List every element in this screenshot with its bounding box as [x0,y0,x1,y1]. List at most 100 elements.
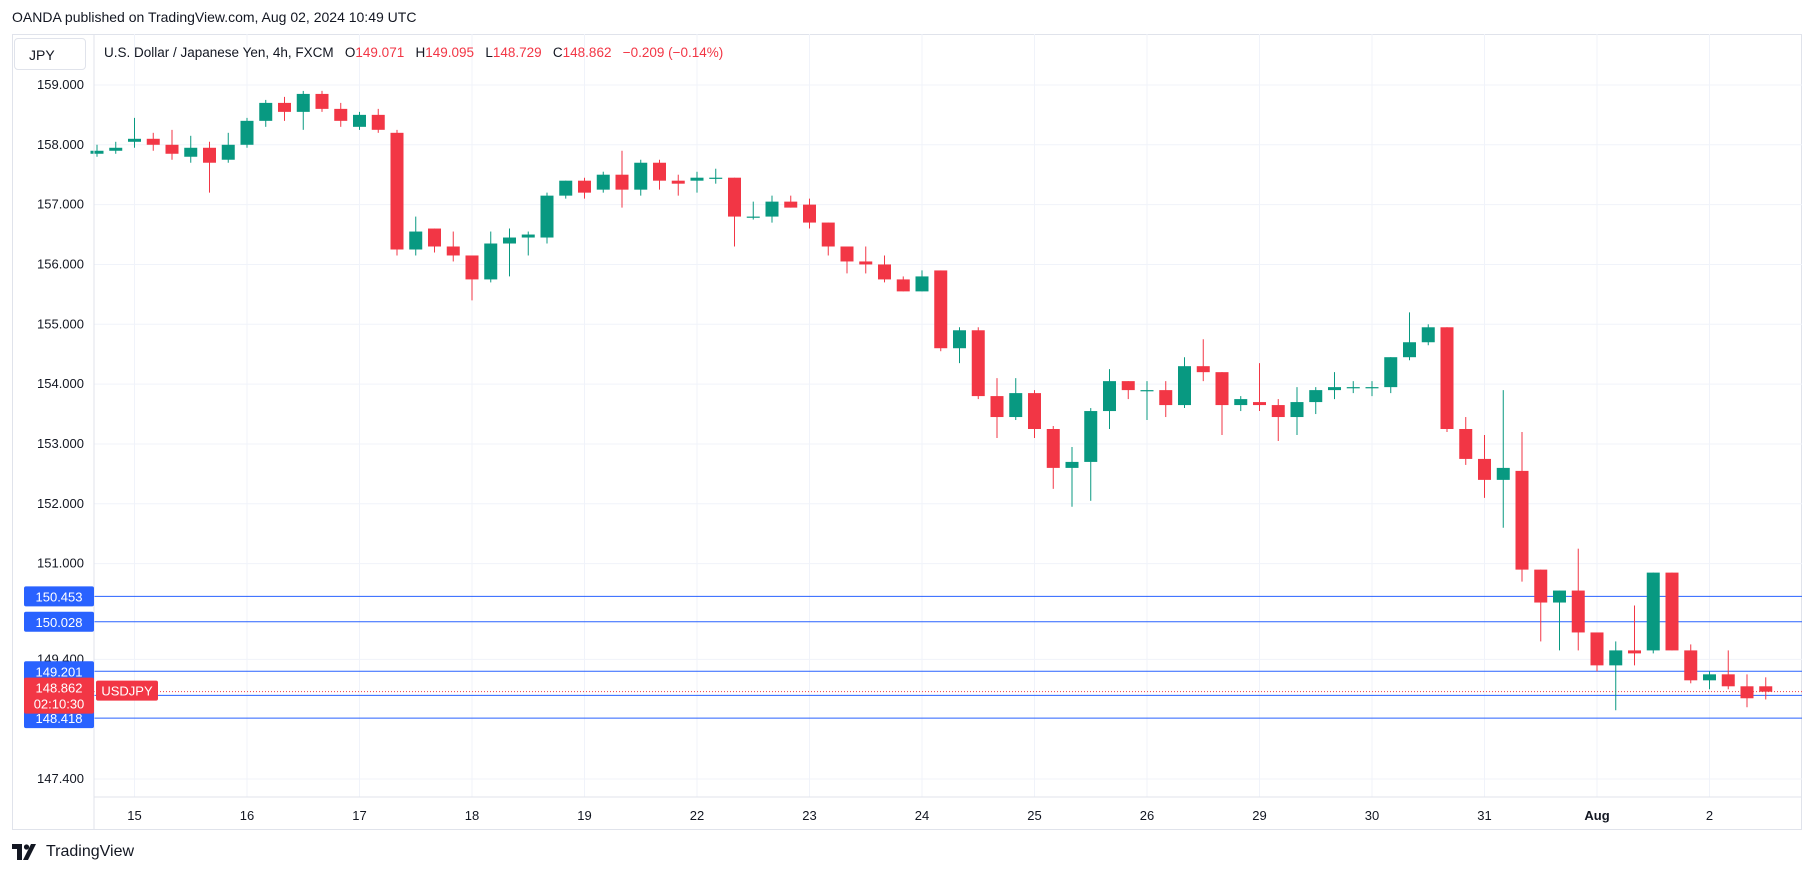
candle-body [1309,390,1323,403]
y-tick-label: 151.000 [37,556,84,571]
x-tick-label: 31 [1477,808,1491,823]
candle-body [728,177,741,217]
tradingview-brand[interactable]: TradingView [12,843,134,861]
candle-body [315,93,329,109]
candle-body [1140,390,1154,392]
candle-body [1271,405,1285,418]
x-tick-label: 16 [240,808,254,823]
candle-body [765,201,779,217]
candle-body [653,162,666,181]
y-tick-label: 152.000 [37,496,84,511]
last-price-tag [24,677,94,714]
candle-body [465,255,479,280]
candle-body [1740,686,1754,699]
x-tick-label: 24 [915,808,929,823]
candle-body [146,138,160,145]
candle-body [559,180,573,196]
candle-body [1159,390,1173,406]
level-tag [24,611,94,632]
y-tick-label: 159.000 [37,77,84,92]
y-tick-label: 157.000 [37,197,84,212]
candle-body [1234,399,1248,406]
y-tick-label: 154.000 [37,376,84,391]
candle-body [503,237,516,244]
candle-body [953,330,966,349]
chart-title: U.S. Dollar / Japanese Yen, 4h, FXCM [104,45,334,60]
tradingview-logo-icon [12,844,36,860]
candle-body [803,204,816,223]
x-tick-label: 15 [127,808,141,823]
candle-body [521,234,535,238]
candle-body [390,132,404,250]
candle-body [1403,342,1416,358]
candle-body [1365,387,1379,389]
candle-body [1084,411,1098,462]
published-line: OANDA published on TradingView.com, Aug … [12,9,417,25]
candle-body [915,276,929,292]
axes: 159.000 158.000 157.000 156.000 155.000 154.0… [37,34,1802,830]
candle-body [1496,467,1510,480]
candle-body [1178,366,1191,406]
candle-body [709,177,723,179]
candle-body [896,279,910,292]
candles [90,90,1773,711]
candle-body [1590,632,1604,666]
candle-body [878,264,891,280]
candle-body [971,330,985,397]
candle-body [1121,381,1135,391]
candle-body [1628,650,1641,654]
candle-body [596,174,610,190]
y-tick-label: 155.000 [37,316,84,331]
y-tick-label: 156.000 [37,256,84,271]
candle-body [1515,470,1529,570]
candle-body [203,147,216,163]
candle-body [109,147,123,151]
change-value: −0.209 (−0.14%) [622,45,724,60]
candle-body [1215,372,1229,406]
open-label: O [344,45,356,60]
candle-body [221,144,235,160]
x-tick-label: 19 [577,808,591,823]
candle-body [1421,327,1435,343]
last-price-value: 148.862 [36,681,83,696]
candle-body [334,108,348,121]
candle-body [296,93,310,112]
candle-body [1328,387,1341,391]
level-lines [94,595,1802,719]
high-label: H [415,45,426,60]
candle-body [1346,387,1360,389]
grid-layer [94,34,1802,797]
candle-body [859,261,873,265]
symbol-box[interactable]: JPY [14,38,86,70]
candle-body [1478,458,1491,480]
candle-body [353,114,366,127]
candle-body [990,396,1004,418]
candle-body [1009,393,1023,418]
close-label: C [552,45,563,60]
candle-body [1459,429,1473,459]
level-tag-label: 149.201 [36,664,83,679]
price-tags: 150.453150.028149.201148.799148.418148.8… [24,586,158,729]
high-value: 149.095 [425,45,475,60]
symbol-tag-label: USDJPY [101,684,153,699]
candle-body [615,174,629,190]
candle-body [1253,402,1266,406]
low-value: 148.729 [492,45,542,60]
candle-body [1553,590,1566,603]
level-tag-label: 148.418 [36,711,83,726]
candle-body [1103,381,1116,412]
level-tag-label: 150.028 [36,615,83,630]
candle-body [784,201,798,208]
candle-body [934,270,948,349]
candle-body [746,216,760,218]
symbol-tag [96,680,158,701]
candle-body [1703,674,1716,681]
chart-frame [12,34,1802,830]
candle-body [1196,366,1210,373]
candle-body [540,195,554,238]
x-tick-label: 29 [1252,808,1266,823]
x-tick-label: 26 [1140,808,1154,823]
candle-body [278,102,291,112]
candle-body [1028,393,1041,430]
